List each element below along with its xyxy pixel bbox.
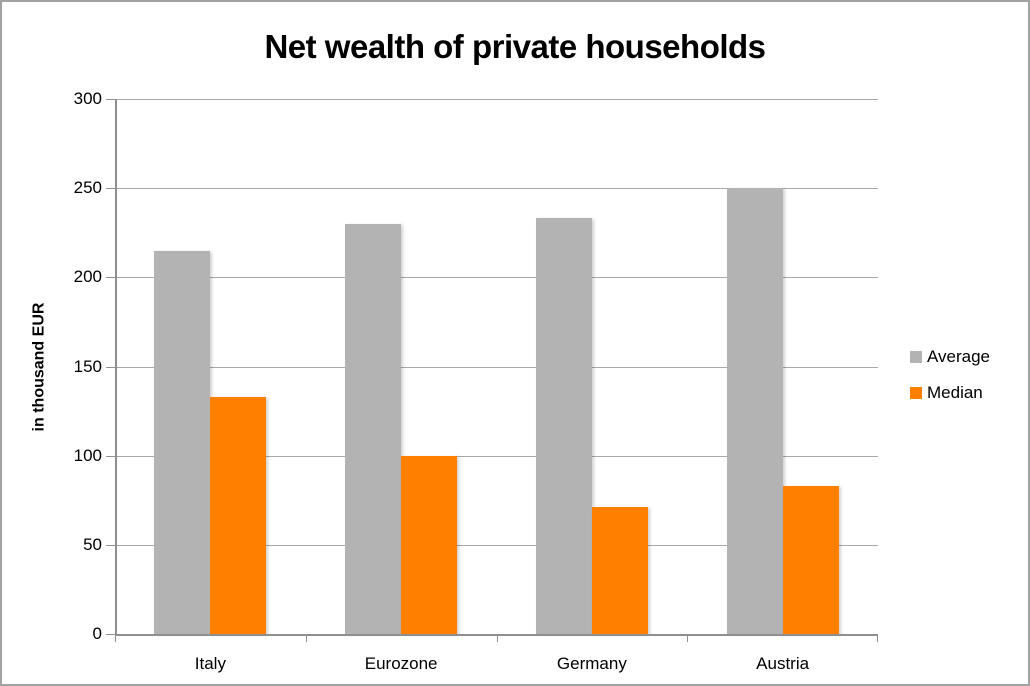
y-tick-label-200: 200 bbox=[73, 267, 102, 287]
legend-entry-median: Median bbox=[910, 383, 990, 403]
x-tick-0 bbox=[115, 635, 116, 642]
y-tick-label-0: 0 bbox=[92, 624, 102, 643]
gridline-150 bbox=[115, 366, 878, 368]
y-tick-0 bbox=[106, 634, 116, 635]
bar-median-germany bbox=[591, 507, 648, 634]
bar-average-austria bbox=[726, 188, 783, 634]
gridline-50 bbox=[115, 544, 878, 546]
y-tick-50 bbox=[106, 544, 116, 546]
y-tick-label-250: 250 bbox=[73, 178, 102, 198]
y-axis-line bbox=[115, 99, 117, 636]
legend: Average Median bbox=[910, 347, 990, 403]
chart-title: Net wealth of private households bbox=[264, 28, 766, 65]
x-category-label-eurozone: Eurozone bbox=[364, 654, 438, 673]
x-tick-3 bbox=[687, 635, 689, 642]
x-tick-4 bbox=[877, 635, 878, 642]
y-tick-100 bbox=[106, 455, 116, 457]
legend-swatch-median-icon bbox=[910, 387, 922, 399]
x-tick-1 bbox=[305, 635, 307, 642]
x-axis-line bbox=[115, 634, 878, 636]
y-tick-label-300: 300 bbox=[73, 89, 102, 108]
bar-average-eurozone bbox=[345, 223, 402, 634]
x-category-label-italy: Italy bbox=[194, 654, 226, 673]
x-category-label-germany: Germany bbox=[556, 654, 627, 673]
y-tick-300 bbox=[106, 99, 116, 100]
bar-median-austria bbox=[782, 485, 839, 634]
gridline-250 bbox=[115, 188, 878, 190]
y-tick-200 bbox=[106, 277, 116, 279]
y-tick-250 bbox=[106, 188, 116, 190]
bar-average-germany bbox=[535, 218, 592, 634]
y-tick-label-50: 50 bbox=[83, 534, 102, 554]
legend-swatch-average-icon bbox=[910, 351, 922, 363]
bar-average-italy bbox=[154, 250, 211, 634]
legend-label-average: Average bbox=[927, 347, 991, 366]
legend-label-median: Median bbox=[927, 383, 983, 402]
x-category-label-austria: Austria bbox=[756, 654, 810, 673]
bar-median-eurozone bbox=[401, 455, 458, 634]
legend-entry-average: Average bbox=[910, 347, 990, 367]
x-tick-2 bbox=[496, 635, 498, 642]
gridline-100 bbox=[115, 455, 878, 457]
bar-median-italy bbox=[210, 396, 267, 634]
gridline-300 bbox=[115, 99, 878, 100]
y-tick-label-100: 100 bbox=[73, 445, 102, 465]
y-tick-label-150: 150 bbox=[73, 356, 102, 376]
gridline-200 bbox=[115, 277, 878, 279]
y-tick-150 bbox=[106, 366, 116, 368]
